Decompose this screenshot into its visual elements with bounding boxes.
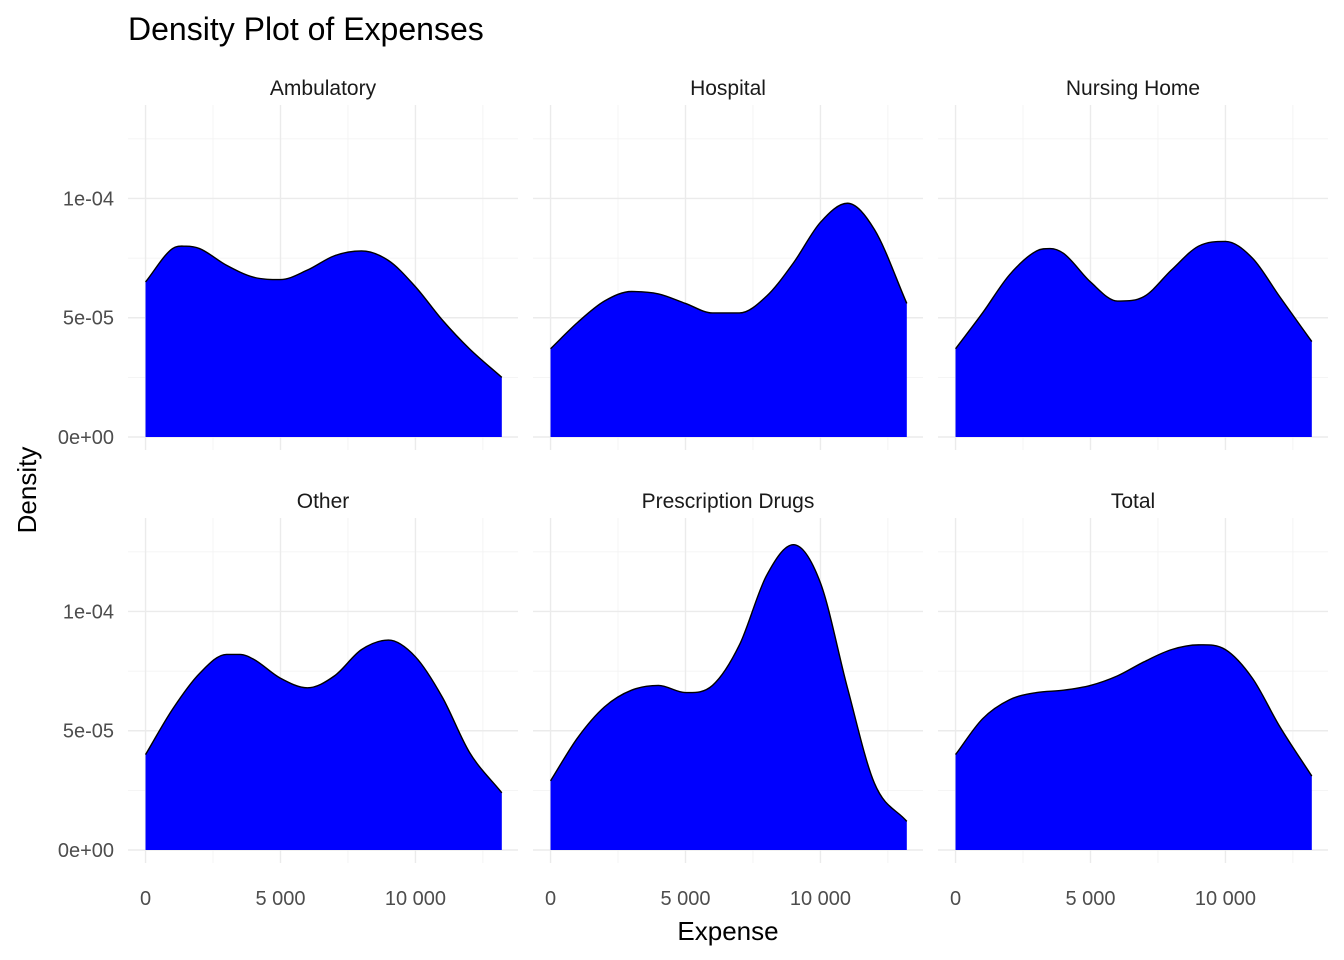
density-outline — [954, 644, 1313, 777]
x-tick-label: 5 000 — [255, 888, 305, 910]
y-tick-label: 5e-05 — [63, 308, 114, 330]
facet-panel-other: Other 0e+00 5e-05 1e-04 0 5 000 10 000 — [58, 490, 518, 910]
facet-panel-nursing-home: Nursing Home — [938, 77, 1328, 450]
facet-strip-label: Other — [297, 490, 350, 513]
density-fill — [550, 544, 907, 850]
density-outline — [549, 543, 908, 822]
chart-title: Density Plot of Expenses — [128, 11, 484, 47]
facet-panel-total: Total 0 5 000 10 000 — [938, 490, 1328, 910]
y-tick-label: 1e-04 — [63, 188, 114, 210]
x-axis-title: Expense — [677, 916, 778, 946]
density-fill — [145, 640, 502, 850]
facet-panel-hospital: Hospital — [533, 77, 923, 450]
density-fill — [955, 644, 1312, 850]
density-outline — [550, 202, 908, 350]
y-tick-label: 0e+00 — [58, 427, 114, 449]
y-axis-title: Density — [12, 447, 42, 534]
y-tick-label: 1e-04 — [63, 601, 114, 623]
facet-panel-ambulatory: Ambulatory 0e+00 5e-05 1e-04 — [58, 77, 518, 450]
density-fill — [145, 246, 502, 437]
facet-panel-prescription-drugs: Prescription Drugs 0 5 000 10 000 — [533, 490, 923, 910]
x-tick-label: 10 000 — [1195, 888, 1256, 910]
facet-strip-label: Ambulatory — [270, 77, 377, 100]
density-fill — [550, 203, 907, 437]
density-outline — [144, 245, 503, 378]
facet-strip-label: Hospital — [690, 77, 766, 100]
facet-strip-label: Prescription Drugs — [642, 490, 815, 513]
y-tick-label: 0e+00 — [58, 840, 114, 862]
x-tick-label: 0 — [545, 888, 556, 910]
x-tick-label: 0 — [950, 888, 961, 910]
facet-strip-label: Nursing Home — [1066, 77, 1200, 100]
x-tick-label: 5 000 — [1065, 888, 1115, 910]
density-fill — [955, 241, 1312, 437]
x-tick-label: 10 000 — [385, 888, 446, 910]
x-tick-label: 0 — [140, 888, 151, 910]
y-tick-label: 5e-05 — [63, 721, 114, 743]
density-outline — [144, 639, 503, 794]
facet-strip-label: Total — [1111, 490, 1155, 513]
x-tick-label: 5 000 — [660, 888, 710, 910]
x-tick-label: 10 000 — [790, 888, 851, 910]
facet-panels: Ambulatory 0e+00 5e-05 1e-04 Hospital Nursing… — [58, 77, 1328, 910]
density-outline — [954, 240, 1313, 350]
